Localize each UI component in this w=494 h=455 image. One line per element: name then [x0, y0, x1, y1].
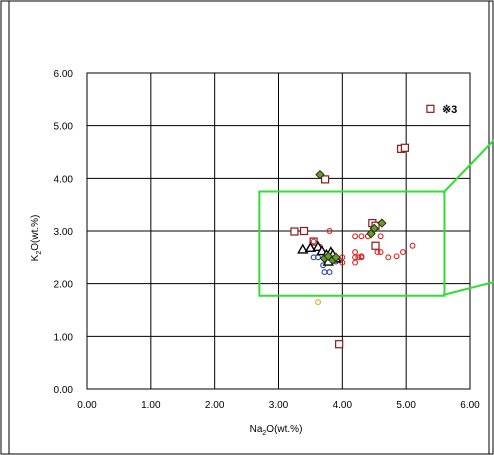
data-point-circle: [326, 269, 333, 276]
grid-lines: [86, 72, 471, 390]
data-points: [290, 104, 435, 349]
x-tick-label: 4.00: [333, 400, 353, 411]
data-point-circle: [393, 253, 400, 260]
data-point-circle: [385, 254, 392, 261]
data-point-diamond: [315, 169, 325, 180]
data-point-circle: [339, 259, 346, 266]
data-point-circle: [352, 254, 359, 261]
data-point-diamond: [369, 223, 379, 234]
data-point-square: [426, 104, 435, 113]
inset-connector-lower: [442, 281, 494, 296]
data-point-square: [299, 226, 309, 236]
data-point-circle: [409, 242, 416, 249]
data-point-triangle: [297, 243, 309, 254]
data-point-circle: [355, 254, 362, 261]
data-point-square: [309, 237, 318, 246]
x-tick-label: 0.00: [77, 400, 97, 411]
data-point-circle: [326, 228, 333, 234]
data-point-circle: [352, 249, 359, 256]
data-point-circle: [321, 269, 328, 276]
annotation-label: ※3: [442, 104, 457, 116]
y-tick-label: 5.00: [54, 122, 74, 133]
y-tick-label: 2.00: [54, 280, 74, 291]
y-tick-label: 0.00: [54, 385, 74, 396]
plot-area-border: [86, 72, 471, 390]
data-point-circle: [377, 233, 384, 240]
inset-connector-upper: [442, 139, 494, 194]
y-tick-label: 6.00: [54, 69, 74, 80]
data-point-triangle: [316, 245, 328, 256]
data-point-diamond: [377, 218, 387, 228]
y-axis-title: K2O(wt.%): [30, 215, 43, 262]
y-tick-label: 1.00: [54, 332, 74, 343]
x-tick-labels: 0.00 1.00 2.00 3.00 4.00 5.00 6.00: [77, 400, 480, 411]
data-point-square: [320, 175, 330, 184]
data-point-circle: [352, 259, 359, 266]
data-point-triangle: [304, 241, 317, 253]
data-point-circle: [358, 233, 365, 240]
data-point-circle: [358, 253, 365, 260]
x-tick-label: 3.00: [269, 400, 289, 411]
data-point-circle: [315, 299, 322, 306]
data-point-circle: [377, 249, 384, 256]
data-point-square: [290, 227, 299, 236]
y-tick-labels: 0.00 1.00 2.00 3.00 4.00 5.00 6.00: [54, 69, 74, 396]
x-tick-label: 6.00: [460, 400, 480, 411]
data-point-square: [335, 340, 344, 349]
x-tick-label: 1.00: [141, 400, 161, 411]
inset-highlight-box: [258, 190, 446, 297]
y-tick-label: 4.00: [54, 174, 74, 185]
data-point-square: [400, 143, 409, 152]
data-point-circle: [352, 233, 359, 240]
x-tick-label: 2.00: [205, 400, 225, 411]
data-point-circle: [374, 249, 381, 256]
x-tick-label: 5.00: [396, 400, 416, 411]
data-point-square: [371, 241, 380, 250]
data-point-circle: [310, 238, 317, 245]
data-point-diamond: [331, 252, 341, 263]
x-axis-title: Na2O(wt.%): [250, 424, 303, 437]
y-tick-label: 3.00: [54, 227, 74, 238]
data-point-circle: [400, 249, 406, 256]
